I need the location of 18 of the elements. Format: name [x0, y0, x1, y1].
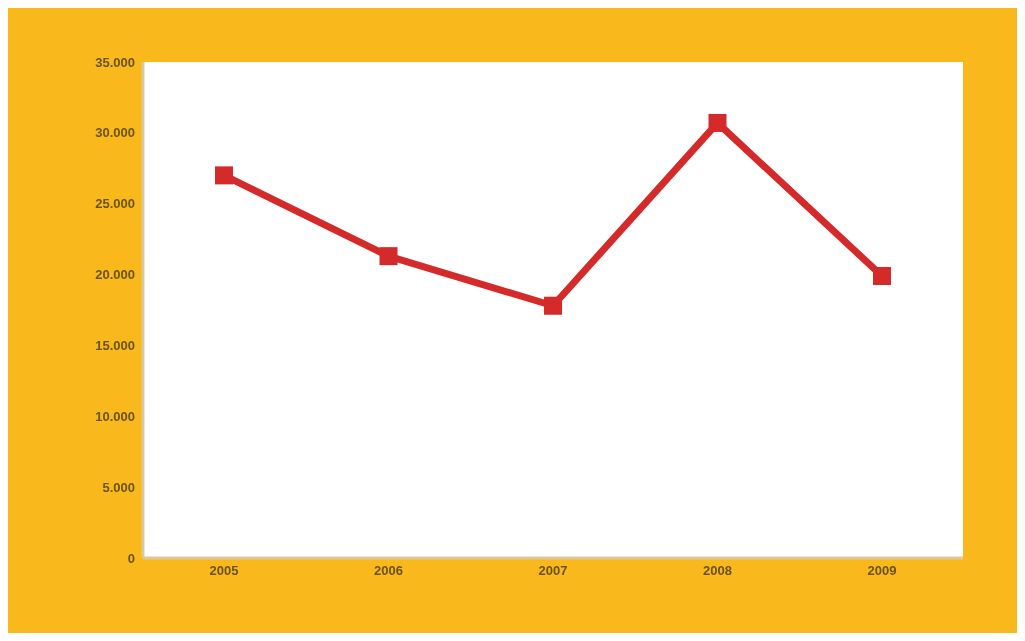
y-tick-label: 10.000	[95, 408, 135, 424]
y-tick-label: 0	[127, 550, 135, 566]
y-tick-label: 15.000	[95, 338, 135, 354]
y-tick-label: 5.000	[102, 479, 135, 495]
point	[215, 166, 233, 185]
point	[708, 113, 727, 132]
point	[544, 296, 562, 315]
x-tick-label: 2009	[867, 563, 897, 579]
x-tick-label: 2007	[538, 563, 568, 579]
x-tick-label: 2005	[209, 563, 239, 579]
x-tick-label: 2006	[374, 563, 403, 579]
point	[379, 247, 398, 266]
y-tick-label: 20.000	[95, 267, 135, 283]
point	[873, 266, 891, 285]
x-tick-label: 2008	[703, 563, 732, 579]
y-tick-label: 30.000	[95, 125, 135, 141]
y-tick-label: 35.000	[95, 54, 135, 70]
y-tick-label: 25.000	[95, 196, 135, 212]
